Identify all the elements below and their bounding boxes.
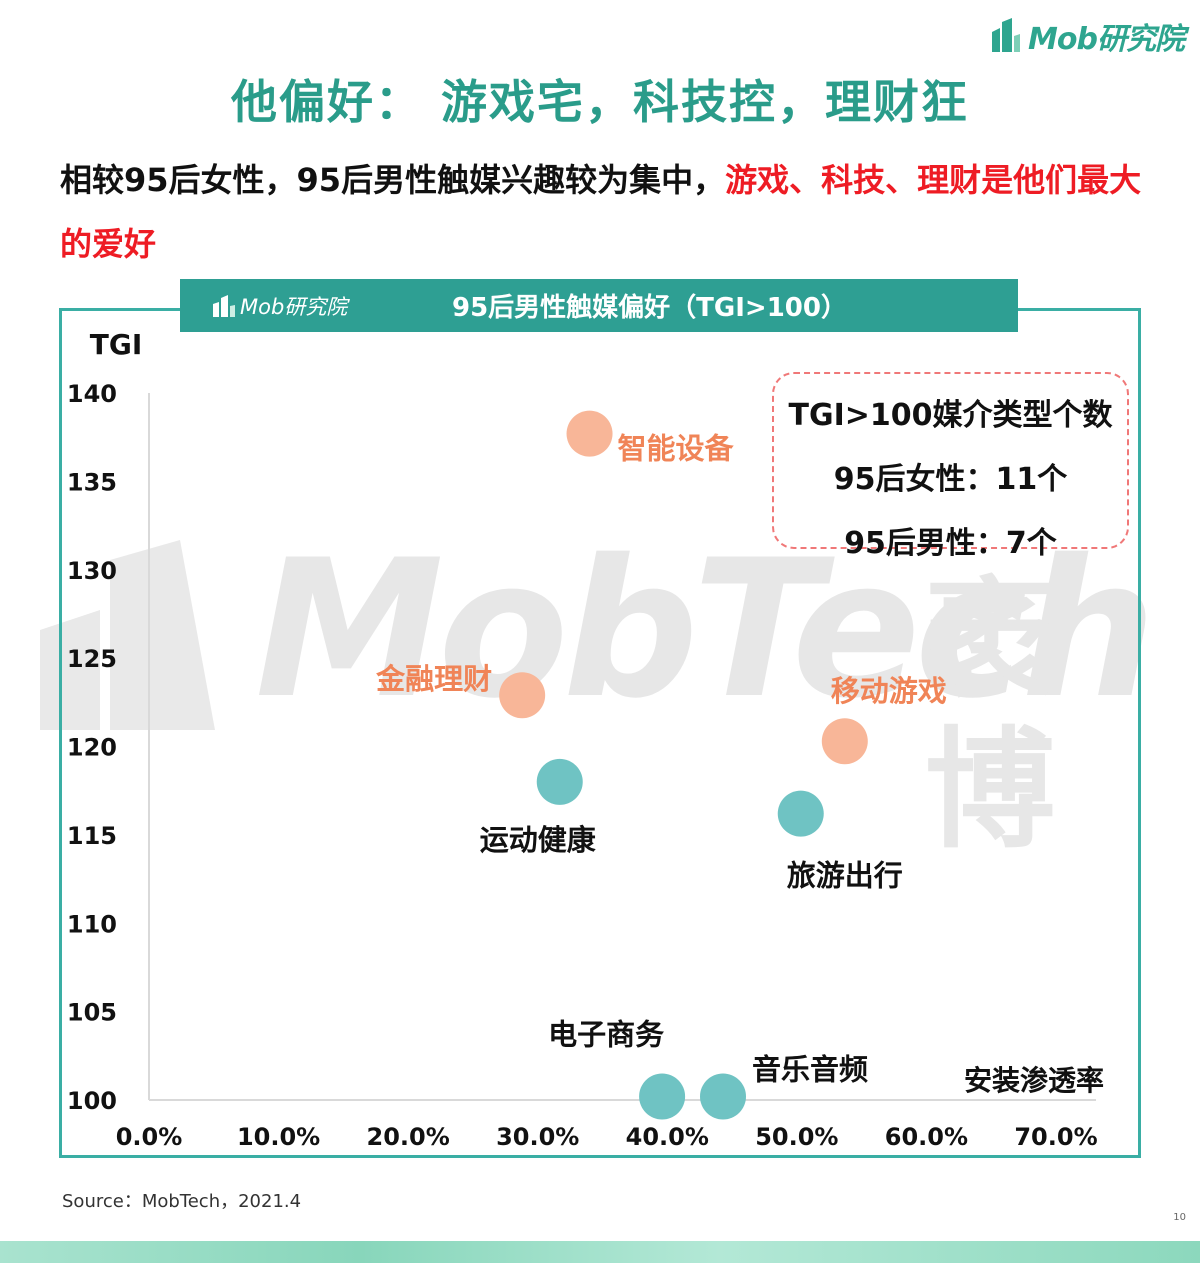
y-tick-label: 125	[67, 645, 117, 673]
data-label: 电子商务	[548, 1017, 664, 1051]
info-box: TGI>100媒介类型个数 95后女性：11个 95后男性：7个	[772, 372, 1129, 561]
page-number: 10	[1173, 1212, 1186, 1223]
y-axis-title: TGI	[90, 328, 143, 361]
building-logo-icon	[992, 18, 1021, 52]
y-tick-label: 105	[67, 999, 117, 1027]
data-point	[639, 1073, 686, 1120]
chart-banner: Mob研究院 95后男性触媒偏好（TGI>100）	[180, 279, 1018, 332]
subtitle: 相较95后女性，95后男性触媒兴趣较为集中，游戏、科技、理财是他们最大的爱好	[60, 148, 1155, 276]
data-label: 智能设备	[618, 432, 735, 466]
brand-logo: Mob研究院	[990, 14, 1185, 58]
watermark-cn-text: 袤博	[925, 564, 1056, 866]
info-box-line3: 95后男性：7个	[844, 526, 1057, 561]
y-tick-label: 135	[67, 468, 117, 496]
source-note: Source：MobTech，2021.4	[62, 1191, 302, 1212]
x-tick-label: 70.0%	[1014, 1123, 1097, 1151]
watermark: MobTech 袤博	[40, 519, 1160, 865]
x-tick-label: 60.0%	[885, 1123, 968, 1151]
x-tick-label: 0.0%	[116, 1123, 183, 1151]
x-tick-label: 10.0%	[237, 1123, 320, 1151]
watermark-building-icon	[40, 540, 215, 730]
x-axis-title: 安装渗透率	[964, 1064, 1104, 1097]
data-label: 运动健康	[480, 823, 597, 857]
data-label: 金融理财	[375, 662, 492, 696]
y-tick-label: 140	[67, 380, 117, 408]
x-tick-label: 30.0%	[496, 1123, 579, 1151]
data-label: 移动游戏	[831, 674, 947, 708]
info-box-line2: 95后女性：11个	[833, 462, 1068, 497]
data-point	[536, 758, 583, 805]
data-point	[566, 410, 613, 457]
x-tick-label: 20.0%	[367, 1123, 450, 1151]
y-tick-label: 115	[67, 822, 117, 850]
data-label: 音乐音频	[752, 1052, 868, 1086]
banner-logo: Mob研究院	[212, 291, 442, 321]
banner-logo-text: Mob研究院	[240, 294, 348, 319]
building-logo-icon	[213, 294, 235, 317]
y-tick-label: 100	[67, 1087, 117, 1115]
data-point	[700, 1073, 747, 1120]
x-tick-label: 40.0%	[626, 1123, 709, 1151]
y-tick-label: 130	[67, 557, 117, 585]
data-label: 旅游出行	[787, 859, 903, 893]
x-tick-label: 50.0%	[755, 1123, 838, 1151]
chart-title: 95后男性触媒偏好（TGI>100）	[452, 293, 847, 323]
data-point	[777, 790, 824, 837]
logo-text: Mob研究院	[1028, 22, 1185, 57]
y-tick-label: 110	[67, 910, 117, 938]
info-box-line1: TGI>100媒介类型个数	[788, 398, 1113, 433]
data-point	[499, 672, 546, 719]
y-tick-label: 120	[67, 734, 117, 762]
subtitle-text: 相较95后女性，95后男性触媒兴趣较为集中，	[60, 161, 726, 199]
page-title: 他偏好： 游戏宅，科技控，理财狂	[230, 75, 969, 129]
footer-bar	[0, 1241, 1200, 1263]
watermark-text: MobTech	[255, 519, 1156, 740]
data-point	[821, 718, 868, 765]
subtitle-highlight: 游戏、科技、理财是他们最大的爱好	[60, 161, 1142, 263]
